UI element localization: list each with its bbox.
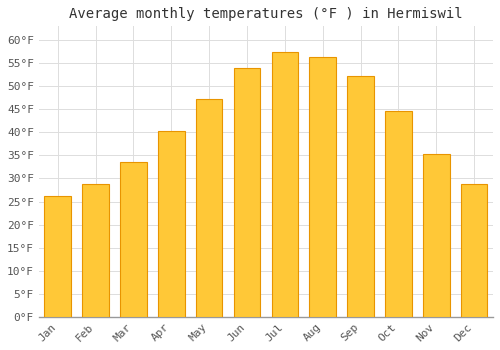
Bar [385, 111, 411, 317]
Bar [120, 162, 146, 317]
Bar [44, 196, 71, 317]
Bar [272, 52, 298, 317]
Bar [461, 183, 487, 317]
Bar [196, 99, 222, 317]
Bar [234, 68, 260, 317]
Bar [82, 184, 109, 317]
Bar [310, 57, 336, 317]
Title: Average monthly temperatures (°F ) in Hermiswil: Average monthly temperatures (°F ) in He… [69, 7, 462, 21]
Bar [348, 76, 374, 317]
Bar [158, 131, 184, 317]
Bar [423, 154, 450, 317]
